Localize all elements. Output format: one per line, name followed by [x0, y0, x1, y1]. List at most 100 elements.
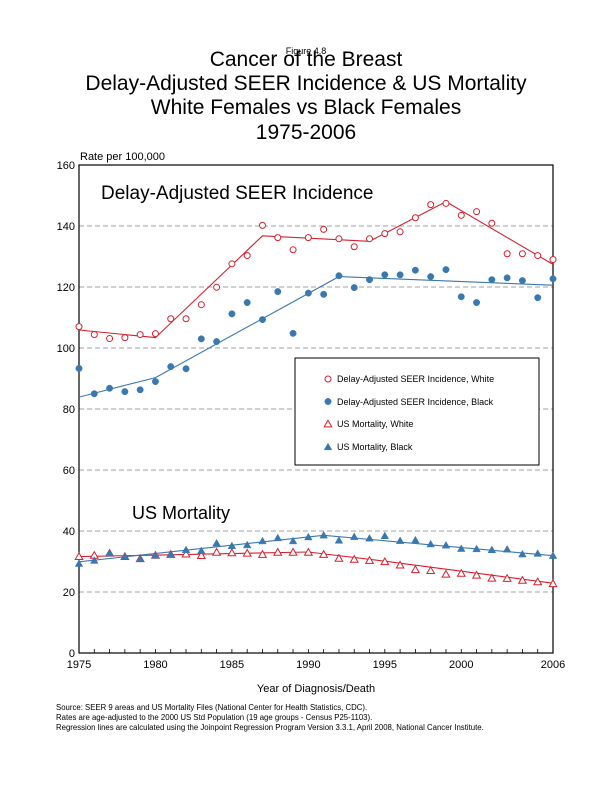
data-point — [182, 365, 190, 373]
data-point — [366, 235, 374, 243]
legend-marker-3 — [323, 442, 333, 451]
data-point — [410, 564, 421, 574]
data-point — [487, 573, 497, 582]
x-tick-label: 1990 — [296, 659, 320, 671]
data-point — [242, 548, 252, 557]
data-point — [90, 331, 98, 339]
data-point — [396, 228, 404, 236]
legend-label-incidence-black: Delay-Adjusted SEER Incidence, Black — [337, 397, 494, 407]
data-point — [106, 335, 114, 343]
data-point — [366, 276, 373, 284]
data-point — [258, 221, 266, 229]
data-point — [548, 551, 558, 559]
data-point — [289, 329, 297, 337]
legend-marker-0 — [324, 375, 332, 383]
data-point — [381, 271, 389, 279]
data-point — [304, 289, 312, 297]
data-point — [303, 547, 314, 556]
plot-frame — [78, 164, 554, 654]
chart-subtitle-line-3: 1975-2006 — [256, 121, 356, 144]
data-point — [518, 549, 527, 558]
data-point — [395, 536, 405, 544]
data-point — [258, 536, 267, 545]
legend-marker-1 — [324, 398, 332, 405]
data-point — [320, 290, 328, 298]
data-point — [228, 310, 236, 318]
y-tick-label: 0 — [69, 648, 75, 660]
data-point — [502, 544, 512, 553]
data-point — [411, 214, 419, 222]
data-point — [259, 316, 266, 324]
trend-line-series-1 — [78, 276, 554, 398]
x-axis-label: Year of Diagnosis/Death — [257, 683, 375, 695]
data-point — [273, 547, 283, 556]
data-point — [121, 334, 129, 342]
data-point — [167, 315, 175, 323]
data-point — [288, 536, 298, 545]
data-point — [197, 301, 205, 309]
data-point — [517, 575, 528, 584]
data-point — [105, 548, 114, 557]
annotation-incidence: Delay-Adjusted SEER Incidence — [101, 183, 373, 204]
data-point — [304, 532, 313, 541]
data-point — [350, 284, 358, 292]
data-point — [334, 536, 344, 544]
data-point — [197, 546, 206, 554]
data-point — [426, 539, 435, 548]
data-point — [488, 276, 496, 284]
data-point — [472, 544, 481, 553]
data-point — [74, 559, 84, 567]
data-point — [90, 556, 99, 564]
footnote-source: Source: SEER 9 areas and US Mortality Fi… — [56, 703, 367, 712]
data-point — [257, 549, 268, 558]
data-point — [318, 549, 329, 558]
data-point — [136, 331, 144, 339]
data-point — [411, 535, 420, 544]
data-point — [151, 330, 159, 338]
annotation-mortality: US Mortality — [132, 503, 230, 523]
data-point — [427, 201, 435, 209]
data-point — [213, 338, 221, 346]
data-point — [319, 530, 328, 539]
data-points — [74, 199, 558, 588]
x-tick-label: 1985 — [220, 659, 244, 671]
x-tick-label: 1975 — [67, 659, 91, 671]
trend-line-series-2 — [78, 551, 554, 584]
legend-label-mortality-white: US Mortality, White — [337, 419, 413, 429]
data-point — [534, 294, 542, 302]
data-point — [364, 555, 375, 564]
data-point — [349, 532, 359, 540]
legend-label-mortality-black: US Mortality, Black — [337, 442, 413, 452]
data-point — [488, 219, 496, 227]
data-point — [227, 548, 237, 557]
data-point — [213, 283, 221, 291]
data-point — [549, 275, 557, 283]
data-point — [457, 211, 465, 219]
y-tick-label: 20 — [63, 587, 75, 599]
data-point — [167, 363, 175, 371]
trend-line-series-3 — [78, 534, 554, 563]
data-point — [75, 364, 83, 372]
data-point — [182, 315, 190, 323]
data-point — [534, 252, 542, 260]
x-axis-ticks: 1975 1980 1985 1990 1995 2000 2006 — [67, 649, 565, 671]
chart-subtitle-line-2: White Females vs Black Females — [151, 96, 461, 119]
data-point — [121, 388, 129, 396]
data-point — [380, 531, 390, 539]
data-point — [120, 552, 130, 560]
data-point — [441, 569, 451, 578]
data-point — [274, 234, 282, 242]
data-point — [471, 570, 482, 579]
data-point — [273, 533, 283, 542]
series-0-points — [75, 199, 557, 343]
data-point — [395, 560, 405, 569]
legend-label-incidence-white: Delay-Adjusted SEER Incidence, White — [337, 374, 494, 384]
series-3-points — [74, 530, 558, 567]
data-point — [211, 547, 222, 556]
x-tick-label: 1980 — [143, 659, 167, 671]
data-point — [304, 234, 312, 242]
data-point — [197, 335, 205, 343]
data-point — [166, 550, 175, 558]
data-point — [135, 554, 145, 562]
